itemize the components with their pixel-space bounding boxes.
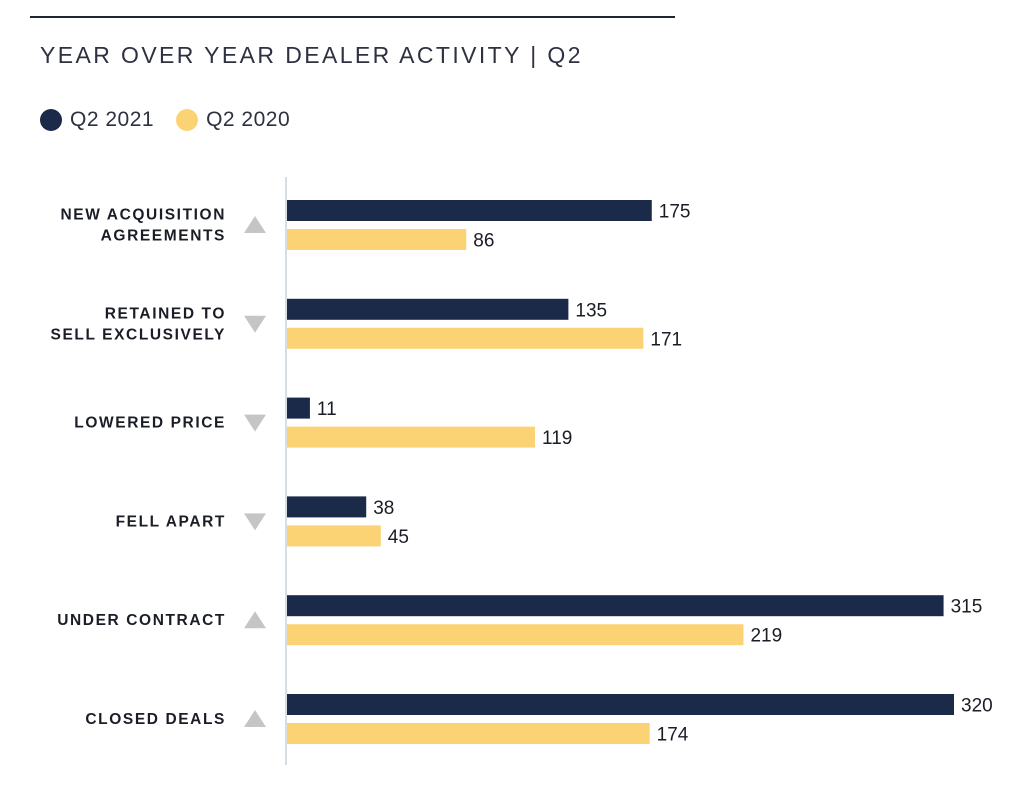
legend-label-q2-2021: Q2 2021 bbox=[70, 108, 155, 131]
category-label: CLOSED DEALS bbox=[85, 711, 226, 728]
value-label: 175 bbox=[659, 202, 691, 223]
bar-q2-2020 bbox=[287, 327, 644, 349]
legend-item-q2-2021: Q2 2021 bbox=[40, 108, 154, 132]
category-label: SELL EXCLUSIVELY bbox=[51, 326, 226, 343]
bar-q2-2021 bbox=[287, 298, 569, 320]
value-label: 320 bbox=[961, 696, 993, 717]
category-label: NEW ACQUISITION bbox=[60, 207, 226, 224]
bar-q2-2020 bbox=[287, 723, 650, 744]
bar-q2-2021 bbox=[287, 694, 954, 715]
category-label: AGREEMENTS bbox=[101, 228, 226, 245]
value-label: 86 bbox=[473, 231, 494, 252]
category-label: RETAINED TO bbox=[105, 305, 226, 322]
category-label: LOWERED PRICE bbox=[74, 415, 226, 432]
legend-swatch-q2-2020-icon bbox=[176, 109, 199, 131]
category-label: FELL APART bbox=[116, 513, 226, 530]
value-label: 219 bbox=[750, 626, 782, 647]
bar-q2-2020 bbox=[287, 525, 381, 547]
trend-down-icon bbox=[244, 414, 266, 432]
trend-down-icon bbox=[244, 513, 266, 531]
top-rule bbox=[30, 16, 675, 18]
bar-q2-2021 bbox=[287, 595, 944, 617]
bar-q2-2021 bbox=[287, 200, 652, 221]
legend-swatch-q2-2021-icon bbox=[40, 109, 62, 131]
trend-up-icon bbox=[244, 216, 266, 233]
value-label: 38 bbox=[373, 498, 394, 519]
trend-down-icon bbox=[244, 315, 266, 333]
value-label: 315 bbox=[951, 597, 983, 618]
value-label: 11 bbox=[317, 399, 337, 420]
value-label: 171 bbox=[650, 329, 682, 350]
bar-q2-2020 bbox=[287, 426, 536, 448]
trend-up-icon bbox=[244, 710, 266, 727]
legend-label-q2-2020: Q2 2020 bbox=[206, 108, 291, 131]
value-label: 135 bbox=[575, 300, 607, 321]
value-label: 45 bbox=[388, 527, 409, 548]
legend-item-q2-2020: Q2 2020 bbox=[176, 108, 290, 132]
value-label: 174 bbox=[657, 725, 689, 746]
bar-q2-2020 bbox=[287, 229, 467, 250]
bar-q2-2021 bbox=[287, 397, 310, 419]
bar-q2-2021 bbox=[287, 496, 367, 518]
category-label: UNDER CONTRACT bbox=[57, 612, 226, 629]
legend: Q2 2021 Q2 2020 bbox=[40, 108, 312, 132]
trend-up-icon bbox=[244, 611, 266, 629]
bar-q2-2020 bbox=[287, 624, 744, 646]
chart-title: YEAR OVER YEAR DEALER ACTIVITY | Q2 bbox=[40, 42, 583, 68]
value-label: 119 bbox=[542, 428, 572, 449]
